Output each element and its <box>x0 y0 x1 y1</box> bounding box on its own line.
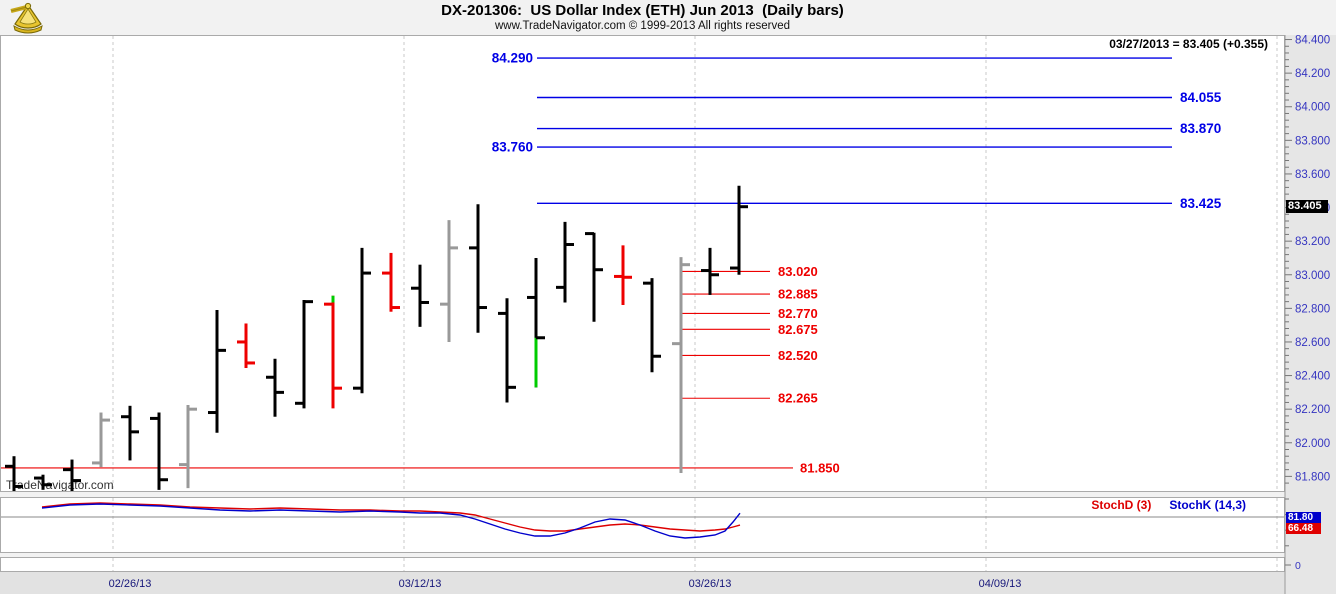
axis-tick-label: 82.600 <box>1295 337 1330 349</box>
support-level-label: 82.675 <box>778 322 818 337</box>
axis-tick-label: 84.400 <box>1295 35 1330 47</box>
price-bar[interactable] <box>208 310 226 433</box>
date-axis-label[interactable]: 04/09/13 <box>979 578 1022 590</box>
price-bar[interactable] <box>643 278 661 373</box>
price-bar[interactable] <box>411 264 429 327</box>
stochk-value-badge: 81.80 <box>1286 512 1321 523</box>
resistance-level-label: 83.870 <box>1180 121 1221 136</box>
date-axis-label[interactable]: 02/26/13 <box>109 578 152 590</box>
last-quote-readout: 03/27/2013 = 83.405 (+0.355) <box>1109 37 1268 51</box>
support-level-label: 82.520 <box>778 348 818 363</box>
copyright-subtitle: www.TradeNavigator.com © 1999-2013 All r… <box>494 20 791 32</box>
stoch-legend: StochD (3) StochK (14,3) <box>1091 498 1246 512</box>
price-bar[interactable] <box>237 323 255 369</box>
tradenavigator-logo-icon <box>10 2 43 34</box>
stochd-legend-label[interactable]: StochD (3) <box>1091 498 1152 512</box>
price-bar[interactable] <box>469 204 487 333</box>
resistance-level-label: 84.055 <box>1180 90 1222 105</box>
stochk-line <box>41 503 741 539</box>
price-bar[interactable] <box>440 220 458 342</box>
price-bar[interactable] <box>701 247 719 295</box>
price-bar[interactable] <box>150 412 168 490</box>
stochd-line <box>41 502 741 532</box>
axis-tick-label: 84.000 <box>1295 102 1330 114</box>
price-bar[interactable] <box>672 257 690 474</box>
price-bars-layer <box>5 185 748 492</box>
support-level-label: 82.885 <box>778 287 818 302</box>
axis-tick-label: 84.200 <box>1295 68 1330 80</box>
price-bar[interactable] <box>92 412 110 468</box>
resistance-level-label: 83.425 <box>1180 196 1222 211</box>
price-bar[interactable] <box>34 474 52 490</box>
stochd-value-badge: 66.48 <box>1286 523 1321 534</box>
date-axis-label[interactable]: 03/12/13 <box>399 578 442 590</box>
axis-tick-label: 82.200 <box>1295 404 1330 416</box>
watermark-text: TradeNavigator.com <box>6 478 114 492</box>
date-axis-band <box>0 572 1285 594</box>
empty-panel-bg <box>0 557 1285 572</box>
price-bar[interactable] <box>614 245 632 305</box>
price-bar[interactable] <box>5 456 23 492</box>
resistance-level-label: 84.290 <box>492 51 533 66</box>
price-bar[interactable] <box>324 295 342 409</box>
support-level-label: 82.265 <box>778 391 818 406</box>
axis-tick-label: 82.000 <box>1295 438 1330 450</box>
support-level-label: 81.850 <box>800 460 840 475</box>
stochk-legend-label[interactable]: StochK (14,3) <box>1169 498 1246 512</box>
price-axis-strip <box>1285 35 1336 594</box>
price-bar[interactable] <box>556 221 574 303</box>
axis-tick-label: 82.800 <box>1295 303 1330 315</box>
axis-tick-label: 83.000 <box>1295 270 1330 282</box>
axis-tick-label: 83.600 <box>1295 169 1330 181</box>
price-bar[interactable] <box>382 252 400 312</box>
price-bar[interactable] <box>295 299 313 409</box>
page-title: DX-201306: US Dollar Index (ETH) Jun 201… <box>441 2 844 19</box>
price-bar[interactable] <box>498 298 516 403</box>
price-bar[interactable] <box>179 404 197 489</box>
support-level-label: 83.020 <box>778 264 818 279</box>
zero-axis-label: 0 <box>1295 560 1301 572</box>
axis-tick-label: 82.400 <box>1295 371 1330 383</box>
last-price-badge: 83.405 <box>1286 200 1328 213</box>
axis-tick-label: 83.200 <box>1295 236 1330 248</box>
resistance-level-label: 83.760 <box>492 140 533 155</box>
price-panel-bg <box>0 35 1285 492</box>
price-bar[interactable] <box>353 247 371 394</box>
axis-tick-label: 81.800 <box>1295 471 1330 483</box>
price-bar[interactable] <box>585 232 603 322</box>
date-axis-label[interactable]: 03/26/13 <box>689 578 732 590</box>
price-bar[interactable] <box>730 185 748 275</box>
price-bar[interactable] <box>63 459 81 492</box>
price-bar[interactable] <box>266 358 284 417</box>
support-level-label: 82.770 <box>778 306 818 321</box>
axis-tick-label: 83.800 <box>1295 135 1330 147</box>
price-bar[interactable] <box>121 405 139 461</box>
price-bar[interactable] <box>527 257 545 388</box>
